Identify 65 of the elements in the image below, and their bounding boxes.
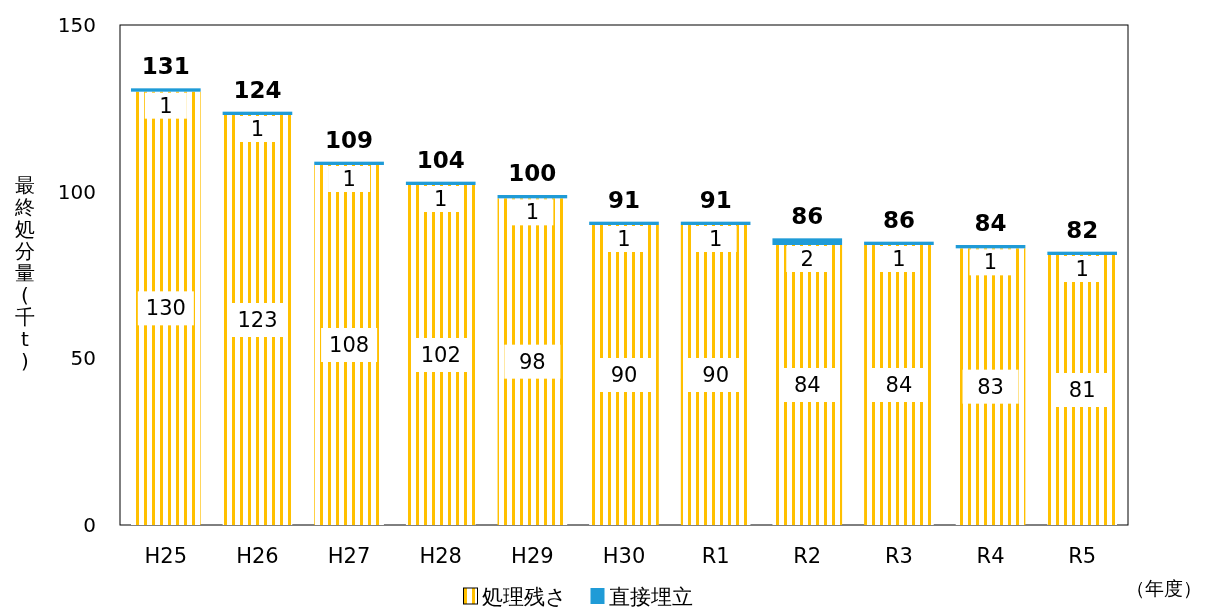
bar — [1047, 251, 1117, 255]
bar — [405, 181, 476, 185]
data-label: 1 — [434, 187, 448, 211]
x-tick-label: R5 — [1068, 544, 1097, 568]
data-label: 1 — [983, 250, 998, 275]
legend-label: 処理残さ — [481, 585, 567, 609]
data-label: 90 — [610, 363, 638, 387]
data-label: 108 — [329, 333, 370, 357]
x-tick-label: H25 — [144, 544, 188, 568]
total-label: 86 — [882, 206, 915, 233]
bar — [131, 88, 201, 92]
x-tick-label: H27 — [327, 544, 371, 568]
y-tick-label: 150 — [57, 13, 96, 37]
total-label: 104 — [416, 146, 465, 173]
bar — [314, 165, 384, 525]
x-tick-label: H30 — [602, 544, 646, 568]
data-label: 1 — [708, 227, 723, 251]
x-tick-label: R1 — [701, 544, 730, 568]
bar — [497, 198, 568, 525]
bar — [314, 161, 384, 165]
data-label: 2 — [800, 247, 814, 271]
text: 最終処分量(千t) — [15, 173, 35, 373]
data-label: 90 — [702, 363, 729, 387]
data-label: 1 — [1075, 257, 1089, 281]
data-label: 130 — [145, 296, 186, 321]
x-tick-label: R4 — [976, 544, 1005, 568]
data-label: 1 — [250, 117, 265, 141]
data-label: 81 — [1068, 378, 1096, 402]
total-label: 124 — [233, 76, 282, 103]
x-tick-label: H29 — [511, 544, 554, 568]
data-label: 1 — [159, 93, 173, 118]
data-label: 84 — [793, 373, 821, 397]
total-label: 91 — [699, 186, 732, 213]
bar — [589, 221, 659, 225]
bar — [222, 115, 293, 525]
y-tick-label: 50 — [70, 346, 96, 371]
total-label: 91 — [607, 186, 641, 213]
bar — [864, 241, 934, 245]
total-label: 131 — [141, 53, 190, 80]
bar — [131, 91, 201, 525]
total-label: 82 — [1066, 216, 1099, 243]
y-tick-label: 100 — [57, 179, 96, 204]
legend-label: 直接埋立 — [608, 585, 693, 609]
total-label: 100 — [508, 160, 557, 186]
x-tick-label: R2 — [793, 544, 822, 568]
text: （年度） — [1126, 577, 1202, 599]
data-label: 1 — [617, 227, 631, 251]
bar — [589, 225, 659, 525]
data-label: 123 — [237, 308, 278, 332]
data-label: 84 — [885, 373, 913, 397]
data-label: 98 — [519, 349, 546, 374]
data-label: 1 — [892, 247, 906, 271]
total-label: 109 — [325, 126, 374, 153]
y-tick-label: 0 — [83, 513, 96, 537]
data-label: 1 — [525, 200, 540, 225]
total-label: 84 — [974, 210, 1007, 236]
x-tick-label: H26 — [236, 544, 279, 568]
data-label: 83 — [977, 374, 1004, 399]
x-tick-label: H28 — [419, 544, 462, 568]
x-tick-label: R3 — [884, 544, 913, 568]
bar — [772, 238, 843, 245]
data-label: 102 — [420, 343, 461, 367]
total-label: 86 — [791, 203, 824, 230]
bar — [405, 185, 476, 525]
data-label: 1 — [342, 167, 356, 191]
